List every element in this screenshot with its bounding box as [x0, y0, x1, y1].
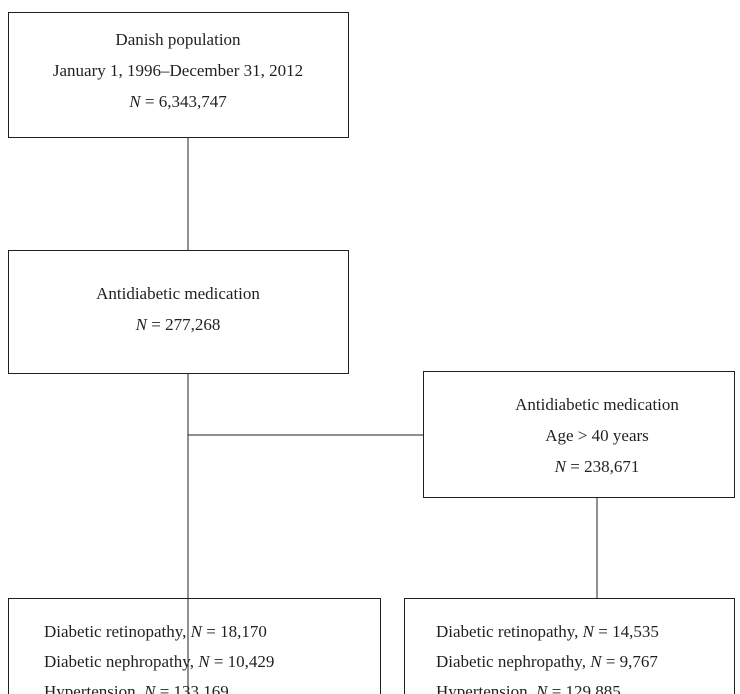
label-text: = 10,429 [210, 652, 275, 671]
variable: N [554, 457, 568, 476]
node-line: Danish population [115, 30, 241, 49]
variable: N [143, 682, 157, 694]
label-text: Diabetic retinopathy, [44, 622, 191, 641]
variable: N [135, 315, 149, 334]
label-text: Age > 40 years [545, 426, 649, 445]
node-line: Diabetic nephropathy, N = 10,429 [44, 652, 274, 671]
label-text: = 133,169 [155, 682, 228, 694]
node-line: Diabetic retinopathy, N = 18,170 [44, 622, 267, 641]
variable: N [190, 622, 204, 641]
label-text: Diabetic retinopathy, [436, 622, 583, 641]
label-text: = 238,671 [566, 457, 639, 476]
box [404, 598, 735, 694]
label-text: = 14,535 [594, 622, 659, 641]
variable: N [582, 622, 596, 641]
label-text: Diabetic nephropathy, [436, 652, 590, 671]
variable: N [535, 682, 549, 694]
node-line: Hypertension, N = 129,885 [436, 682, 621, 694]
variable: N [197, 652, 211, 671]
box [8, 12, 349, 138]
box [8, 250, 349, 374]
node-line: Hypertension, N = 133,169 [44, 682, 229, 694]
node-line: N = 277,268 [135, 315, 221, 334]
node-line: January 1, 1996–December 31, 2012 [53, 61, 303, 80]
variable: N [128, 92, 142, 111]
box [423, 371, 735, 498]
label-text: Antidiabetic medication [515, 395, 679, 414]
node-line: N = 238,671 [554, 457, 640, 476]
node-line: Age > 40 years [545, 426, 649, 445]
node-line: Antidiabetic medication [515, 395, 679, 414]
variable: N [589, 652, 603, 671]
label-text: Hypertension, [436, 682, 536, 694]
node-line: N = 6,343,747 [128, 92, 227, 111]
box [8, 598, 381, 694]
node-line: Diabetic retinopathy, N = 14,535 [436, 622, 659, 641]
label-text: Antidiabetic medication [96, 284, 260, 303]
label-text: January 1, 1996–December 31, 2012 [53, 61, 303, 80]
node-line: Antidiabetic medication [96, 284, 260, 303]
label-text: = 6,343,747 [141, 92, 228, 111]
label-text: Danish population [115, 30, 241, 49]
label-text: = 277,268 [147, 315, 220, 334]
node-line: Diabetic nephropathy, N = 9,767 [436, 652, 658, 671]
label-text: Diabetic nephropathy, [44, 652, 198, 671]
label-text: = 129,885 [547, 682, 620, 694]
label-text: = 18,170 [202, 622, 267, 641]
label-text: = 9,767 [602, 652, 659, 671]
label-text: Hypertension, [44, 682, 144, 694]
